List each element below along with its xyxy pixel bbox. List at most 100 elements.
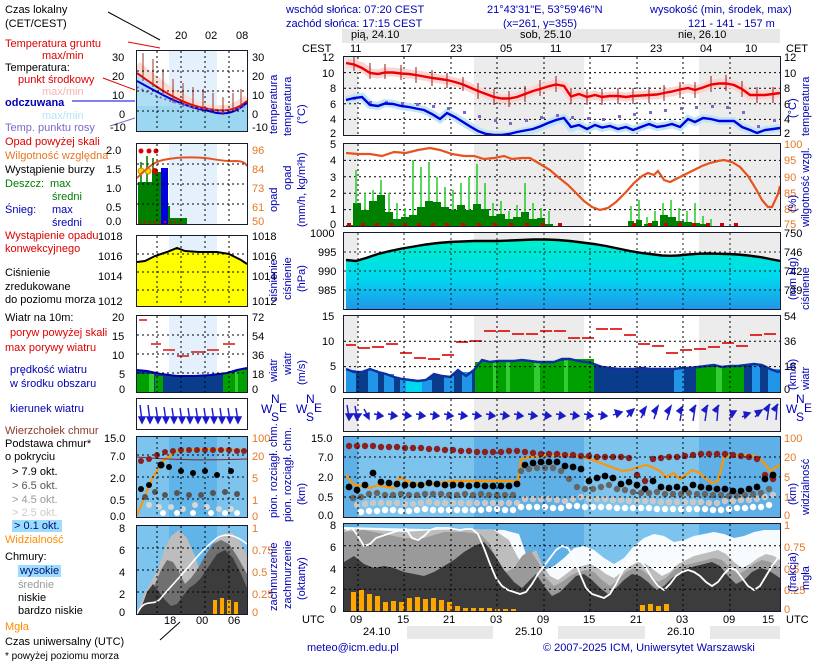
mini-axis-title-precip-text: opad	[268, 187, 280, 212]
top-tick-3: 05	[500, 43, 513, 55]
compass-left-w: W	[296, 402, 308, 416]
mini-axis-title-temperature-text: temperatura	[268, 74, 280, 134]
mini-axis-title-pressure-text: ciśnienie	[268, 259, 280, 302]
axis-title-precip: opad	[282, 150, 294, 190]
temp-rtick-4: 4	[784, 114, 791, 126]
day-strip-b1	[407, 626, 493, 639]
main-cloudiness-fog-panel	[343, 523, 781, 612]
mini-axis-title-pressure: ciśnienie	[268, 240, 280, 302]
mini-compass-s: S	[271, 410, 280, 424]
day-label-1: pią, 24.10	[351, 29, 400, 41]
legend-rain-mean: średni	[52, 191, 82, 203]
axis-unit-temperature-text: (°C)	[787, 98, 799, 118]
mini-windk-tick-54: 54	[252, 331, 265, 343]
mini-axis-title-wind: wiatr	[268, 332, 280, 382]
legend-dewpoint: Temp. punktu rosy	[5, 122, 95, 134]
cloud-tick-05: 0.5	[318, 492, 334, 504]
press-tick-990: 990	[318, 266, 337, 278]
mini-temp-tick-0: 0	[119, 109, 126, 121]
axis-unit-cloudext-text: (km)	[296, 483, 308, 505]
compass-left-s: S	[306, 410, 315, 424]
bottom-tick-5: 15	[583, 614, 596, 626]
axis-title-visibility-text: widzialność	[800, 458, 812, 515]
legend-cloud-base-2: o pokryciu	[5, 451, 56, 463]
mini-cl-tick-2: 2	[119, 589, 126, 601]
bottom-tick-9: 15	[762, 614, 775, 626]
contact-email-link[interactable]: meteo@icm.edu.pl	[307, 642, 399, 654]
temp-tick-6: 6	[330, 99, 337, 111]
bottom-tick-4: 09	[537, 614, 550, 626]
mini-wind-tick-0: 0	[119, 384, 126, 396]
axis-title-pressure-right-text: ciśnienie	[800, 267, 812, 310]
precip-tick-0: 0	[330, 219, 337, 231]
legend-pressure-3: do poziomu morza	[5, 294, 96, 306]
legend-clouds-high: wysokie	[18, 565, 62, 577]
top-tick-0: 11	[350, 43, 362, 55]
mini-axis-title-cloudext-text: pion. rozciągł. chm.	[268, 423, 280, 518]
axis-unit-pressure-right: (mm Hg)	[787, 240, 799, 300]
axis-unit-fog-text: (frakcja)	[787, 552, 799, 592]
mini-windk-tick-0: 0	[252, 384, 259, 396]
mini-axis-title-cloudiness-text: zachmurzenie	[268, 542, 280, 611]
main-temperature-panel	[343, 56, 781, 136]
gridpoint-label: (x=261, y=355)	[503, 18, 577, 30]
mini-press-rtick-1014: 1014	[252, 271, 277, 283]
legend-snow: Śnieg:	[5, 204, 37, 216]
mini-temp-rtick-10: 10	[252, 90, 265, 102]
precip-tick-5: 5	[330, 139, 337, 151]
elevation-label: wysokość (min, środek, max)	[650, 4, 792, 16]
mini-fog-tick-1: 1	[252, 523, 259, 535]
mini-fog-tick-025: 0.25	[252, 589, 274, 601]
bottom-date-1: 24.10	[363, 626, 391, 638]
fog-tick-075: 0.75	[784, 542, 806, 554]
mini-tick-20: 20	[175, 30, 188, 42]
cloud-tick-70: 7.0	[318, 452, 334, 464]
mini-press-rtick-1018: 1018	[252, 231, 277, 243]
axis-title-fog: mgła	[800, 540, 812, 590]
mini-cloud-tick-20: 2.0	[110, 473, 126, 485]
top-tick-1: 17	[400, 43, 413, 55]
wind-tick-5: 5	[330, 361, 337, 373]
bottom-tick-0: 09	[350, 614, 363, 626]
windk-tick-0: 0	[784, 384, 791, 396]
legend-okt-45: > 4.5 okt.	[12, 494, 58, 506]
axis-unit-temperature-left-text: (°C)	[296, 104, 308, 124]
mini-wind-direction-panel	[136, 398, 248, 430]
vis-tick-1: 1	[784, 492, 791, 504]
hum-tick-90: 90	[784, 172, 797, 184]
mini-compass-n: N	[271, 392, 280, 406]
legend-footnote: * powyżej poziomu morza	[5, 651, 119, 662]
copyright-text: © 2007-2025 ICM, Uniwersytet Warszawski	[543, 642, 755, 654]
cloudiness-tick-4: 4	[330, 564, 337, 576]
legend-pressure-2: zredukowane	[5, 281, 71, 293]
mini-wind-tick-15: 15	[112, 331, 125, 343]
axis-unit-pressure-right-text: (mm Hg)	[787, 257, 799, 300]
mini-temp-rtick-0: 0	[252, 109, 259, 121]
legend-okt-01: > 0.1 okt.	[12, 520, 62, 532]
precip-tick-4: 4	[330, 155, 337, 167]
axis-title-precip-text: opad	[282, 165, 294, 190]
axis-title-cloudiness: zachmurzenie	[282, 523, 294, 609]
mini-humid-tick-73: 73	[252, 183, 265, 195]
temp-tick-8: 8	[330, 83, 337, 95]
axis-unit-visibility: (km)	[787, 455, 799, 505]
mini-temp-tick-30: 30	[112, 52, 125, 64]
cloudiness-tick-8: 8	[330, 520, 337, 532]
press-rtick-746: 746	[784, 247, 803, 259]
temp-rtick-8: 8	[784, 83, 791, 95]
vis-tick-100: 100	[784, 433, 803, 445]
legend-okt-25: > 2.5 okt.	[12, 507, 58, 519]
mini-cloud-tick-05: 0.5	[110, 495, 126, 507]
axis-unit-humidity-text: (%)	[787, 194, 799, 212]
compass-right-n: N	[796, 392, 805, 406]
legend-leader-lines	[72, 11, 181, 641]
compass-left-e: E	[314, 401, 323, 415]
vis-tick-0: 0	[784, 510, 791, 522]
legend-wind-speed-1: prędkość wiatru	[10, 364, 88, 376]
tz-left-bottom: UTC	[302, 614, 325, 626]
mini-humid-tick-50: 50	[252, 216, 265, 228]
windk-tick-36: 36	[784, 336, 797, 348]
bottom-tick-6: 21	[630, 614, 643, 626]
legend-gust-max: max porywy wiatru	[5, 342, 97, 354]
wind-tick-0: 0	[330, 384, 337, 396]
